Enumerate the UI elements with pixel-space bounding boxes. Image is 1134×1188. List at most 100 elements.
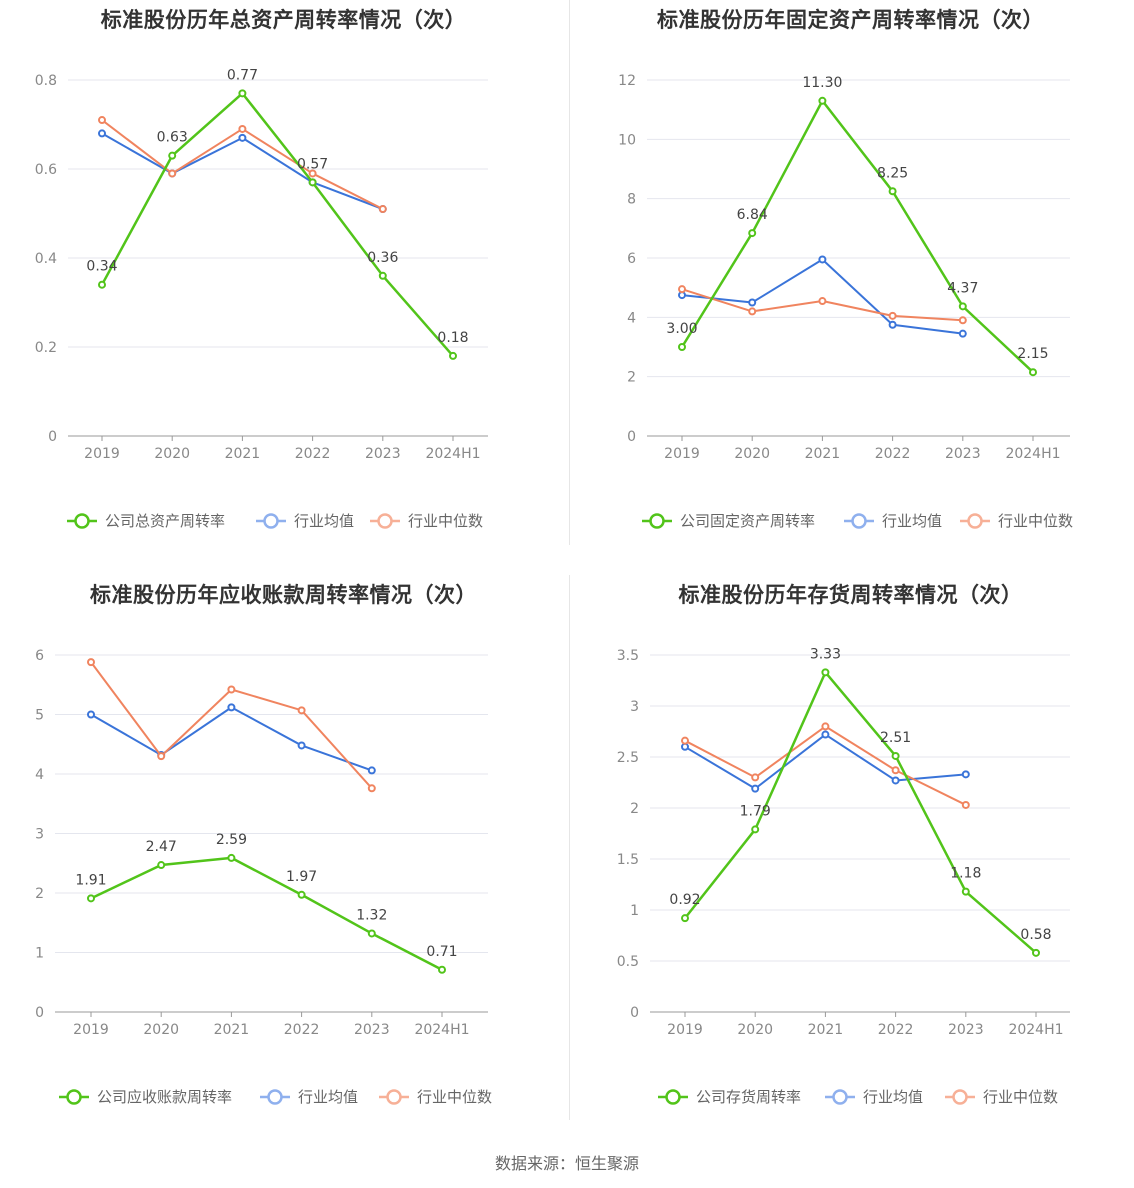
data-point: [748, 229, 757, 238]
legend-marker: [263, 513, 279, 529]
series-line: [101, 132, 384, 210]
legend-item[interactable]: 行业中位数: [960, 512, 1073, 530]
series-line: [101, 119, 384, 210]
legend-item[interactable]: 公司存货周转率: [658, 1088, 801, 1106]
legend-item[interactable]: 行业均值: [844, 512, 942, 530]
legend-label: 公司存货周转率: [696, 1088, 801, 1106]
y-tick-label: 2: [627, 370, 636, 386]
legend-item[interactable]: 行业均值: [256, 512, 354, 530]
legend-item[interactable]: 行业中位数: [379, 1088, 492, 1106]
series-line: [90, 661, 373, 789]
data-label: 0.92: [669, 892, 700, 908]
data-label: 0.57: [297, 156, 328, 172]
data-label: 0.77: [227, 67, 258, 83]
data-point: [818, 255, 827, 264]
data-point: [157, 861, 166, 870]
y-tick-label: 12: [618, 73, 636, 89]
chart-panel-fixed-asset-turnover: 标准股份历年固定资产周转率情况（次） 0 2 4 6 8 10 12 2019 2020 2021…: [567, 0, 1134, 575]
data-label: 1.97: [286, 869, 317, 885]
legend-item[interactable]: 公司应收账款周转率: [59, 1088, 232, 1106]
x-tick-label: 2020: [154, 446, 190, 462]
legend-item[interactable]: 公司固定资产周转率: [642, 512, 815, 530]
legend-marker: [665, 1089, 681, 1105]
legend-marker: [851, 513, 867, 529]
x-tick-label: 2021: [808, 1022, 844, 1038]
data-point: [888, 187, 897, 196]
x-tick-label: 2024H1: [1008, 1022, 1063, 1038]
data-label: 2.47: [146, 839, 177, 855]
data-point: [367, 929, 376, 938]
data-point: [238, 89, 247, 98]
chart-svg-2: 0 1 2 3 4 5 6 2019 2020 2021 2022 2023 2024H1 1.91 2.4…: [35, 648, 492, 1106]
x-tick-label: 2023: [945, 446, 981, 462]
data-point: [438, 965, 446, 974]
legend-item[interactable]: 行业中位数: [370, 512, 483, 530]
legend-marker: [267, 1089, 283, 1105]
y-tick-label: 0.4: [35, 251, 57, 267]
data-point: [1032, 948, 1040, 957]
data-label: 1.79: [740, 803, 771, 819]
x-tick-label: 2023: [354, 1022, 390, 1038]
data-point: [681, 736, 689, 745]
data-point: [87, 710, 95, 719]
legend-marker: [386, 1089, 402, 1105]
data-point: [961, 887, 970, 896]
data-point: [961, 800, 970, 809]
data-label: 8.25: [877, 165, 908, 181]
y-tick-label: 1.5: [617, 852, 639, 868]
data-point: [821, 668, 830, 677]
legend-marker: [649, 513, 665, 529]
legend-label: 行业均值: [882, 512, 942, 530]
data-point: [821, 730, 830, 739]
legend-item[interactable]: 行业中位数: [945, 1088, 1058, 1106]
series-line: [680, 99, 1034, 374]
data-point: [227, 703, 236, 712]
data-label: 1.91: [75, 872, 106, 888]
y-tick-label: 6: [35, 648, 44, 664]
legend-marker: [832, 1089, 848, 1105]
data-label: 0.34: [86, 259, 117, 275]
y-tick-label: 0: [48, 429, 57, 445]
y-tick-label: 2: [35, 886, 44, 902]
chart-title: 标准股份历年总资产周转率情况（次）: [100, 8, 467, 32]
data-point: [748, 307, 757, 316]
data-point: [87, 894, 95, 903]
data-point: [891, 776, 900, 785]
legend-item[interactable]: 行业均值: [260, 1088, 358, 1106]
x-tick-label: 2022: [284, 1022, 320, 1038]
y-tick-label: 0.6: [35, 162, 57, 178]
data-point: [751, 825, 760, 834]
y-tick-label: 4: [35, 767, 44, 783]
legend-item[interactable]: 公司总资产周转率: [67, 512, 225, 530]
legend-label: 行业均值: [294, 512, 354, 530]
chart-svg-0: 0 0.2 0.4 0.6 0.8 2019 2020 2021 2022 2023 2024H1 0…: [35, 67, 488, 530]
x-tick-label: 2019: [73, 1022, 109, 1038]
x-tick-label: 2020: [734, 446, 770, 462]
y-tick-label: 0.5: [617, 954, 639, 970]
legend-marker: [952, 1089, 968, 1105]
x-tick-label: 2019: [84, 446, 120, 462]
data-point: [821, 722, 830, 731]
x-tick-label: 2022: [295, 446, 331, 462]
y-tick-label: 10: [618, 132, 636, 148]
y-tick-label: 0: [35, 1005, 44, 1021]
y-tick-label: 0.2: [35, 340, 57, 356]
legend-item[interactable]: 行业均值: [825, 1088, 923, 1106]
data-label: 2.51: [880, 730, 911, 746]
legend-label: 行业中位数: [983, 1088, 1058, 1106]
chart-svg-1: 0 2 4 6 8 10 12 2019 2020 2021 2022 2023 2024H1 3.00 6…: [618, 73, 1073, 530]
x-tick-label: 2022: [875, 446, 911, 462]
legend-marker: [377, 513, 393, 529]
x-tick-label: 2019: [664, 446, 700, 462]
y-tick-label: 0: [630, 1005, 639, 1021]
data-label: 3.33: [810, 646, 841, 662]
legend-marker: [66, 1089, 82, 1105]
data-point: [367, 766, 376, 775]
legend-label: 行业中位数: [408, 512, 483, 530]
y-tick-label: 6: [627, 251, 636, 267]
data-point: [958, 316, 967, 325]
data-point: [98, 280, 106, 289]
data-label: 2.59: [216, 832, 247, 848]
data-point: [378, 271, 387, 280]
x-tick-label: 2022: [878, 1022, 914, 1038]
